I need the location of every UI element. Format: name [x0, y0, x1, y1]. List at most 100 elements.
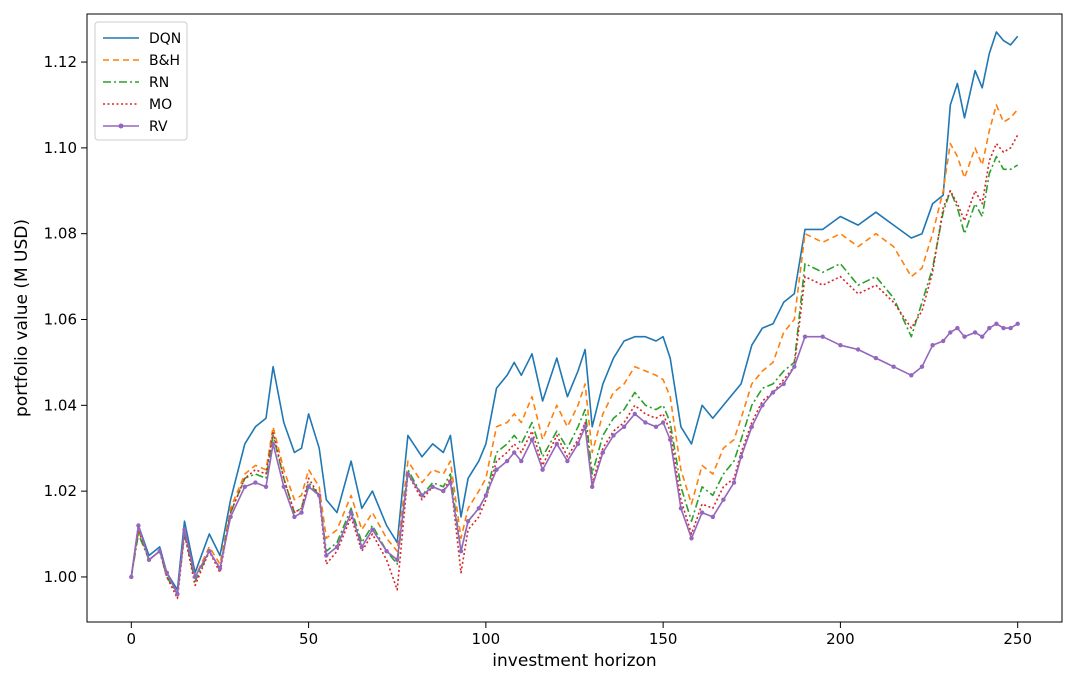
- series-marker: [600, 450, 606, 455]
- series-marker: [370, 527, 375, 532]
- series-marker: [494, 467, 499, 472]
- series-marker: [668, 437, 673, 442]
- series-marker: [359, 544, 364, 550]
- series-marker: [540, 467, 545, 472]
- series-marker: [565, 458, 570, 464]
- series-marker: [157, 549, 162, 554]
- series-marker: [317, 493, 322, 498]
- series-marker: [909, 373, 914, 378]
- series-marker: [292, 514, 297, 520]
- legend-label: RV: [149, 119, 168, 135]
- series-marker: [458, 549, 464, 554]
- series-marker: [348, 510, 354, 515]
- legend-label: B&H: [149, 53, 180, 69]
- y-axis: 1.00 1.02 1.04 1.06 1.08 1.10 1.12: [44, 53, 87, 586]
- series-marker: [699, 510, 705, 515]
- series-line: [130, 134, 1019, 600]
- series-marker: [324, 553, 329, 558]
- series-line: [130, 155, 1019, 595]
- series-marker: [760, 403, 765, 408]
- x-tick-label: 250: [1003, 630, 1032, 648]
- x-tick-label: 200: [826, 630, 855, 648]
- y-tick-label: 1.04: [44, 396, 77, 414]
- series-marker: [483, 493, 489, 498]
- series-line: [130, 322, 1019, 595]
- series-marker: [590, 484, 595, 489]
- series-line: [130, 104, 1019, 595]
- series-marker: [948, 330, 953, 335]
- series-marker: [987, 325, 992, 331]
- series-marker: [838, 343, 843, 348]
- series-marker: [738, 454, 744, 459]
- series-marker: [582, 424, 588, 429]
- series-marker: [731, 480, 737, 485]
- series-marker: [710, 514, 715, 520]
- series-marker: [972, 330, 978, 335]
- series-marker: [802, 334, 808, 339]
- series-marker: [281, 484, 286, 489]
- x-tick-label: 150: [649, 630, 678, 648]
- series-marker: [689, 536, 694, 541]
- x-tick-label: 100: [472, 630, 501, 648]
- series-marker: [611, 433, 616, 438]
- series-marker: [129, 574, 134, 580]
- series-marker: [512, 450, 517, 455]
- series-marker: [253, 480, 258, 485]
- legend-swatch-marker: [118, 123, 124, 129]
- series-marker: [891, 364, 896, 369]
- series-marker: [792, 364, 797, 369]
- series-marker: [632, 411, 637, 417]
- y-tick-label: 1.10: [44, 139, 77, 157]
- series-marker: [182, 527, 187, 532]
- series-marker: [575, 441, 581, 447]
- series-marker: [1001, 325, 1006, 331]
- series-marker: [384, 549, 389, 554]
- series-marker: [263, 484, 269, 489]
- series-marker: [136, 523, 141, 528]
- y-tick-label: 1.00: [44, 568, 77, 586]
- series-marker: [306, 484, 311, 489]
- series-marker: [980, 334, 985, 339]
- series-marker: [749, 424, 754, 429]
- y-tick-label: 1.08: [44, 225, 77, 243]
- series-marker: [207, 549, 212, 554]
- x-axis: 0 50 100 150 200 250: [127, 622, 1032, 648]
- series-marker: [419, 493, 425, 498]
- series-marker: [430, 484, 435, 489]
- series-marker: [770, 390, 776, 395]
- series-marker: [519, 458, 524, 464]
- series-marker: [405, 471, 411, 477]
- legend-box: [94, 21, 188, 141]
- y-axis-label: portfolio value (M USD): [12, 219, 32, 417]
- series-marker: [192, 574, 198, 580]
- plot-frame: [86, 13, 1063, 623]
- series-marker: [653, 424, 659, 429]
- series-marker: [678, 506, 684, 511]
- legend-label: MO: [149, 97, 172, 113]
- series-marker: [721, 497, 726, 502]
- series-marker: [621, 424, 627, 429]
- series-marker: [334, 544, 340, 550]
- series-marker: [228, 514, 233, 520]
- series-marker: [855, 347, 861, 352]
- x-tick-label: 50: [299, 630, 318, 648]
- series-marker: [941, 338, 946, 344]
- series-marker: [395, 557, 400, 562]
- series-marker: [781, 381, 786, 387]
- legend-label: RN: [149, 75, 169, 91]
- series-marker: [1008, 325, 1013, 331]
- series-marker: [299, 510, 304, 515]
- plot-area: [129, 31, 1020, 600]
- x-tick-label: 0: [127, 630, 137, 648]
- legend: DQN B&H RN MO RV: [94, 21, 188, 141]
- series-marker: [270, 441, 276, 447]
- series-marker: [554, 441, 559, 447]
- series-marker: [242, 484, 247, 489]
- y-tick-label: 1.02: [44, 482, 77, 500]
- series-marker: [930, 343, 935, 348]
- series-marker: [441, 488, 446, 494]
- series-marker: [1015, 321, 1020, 326]
- series-marker: [465, 519, 471, 524]
